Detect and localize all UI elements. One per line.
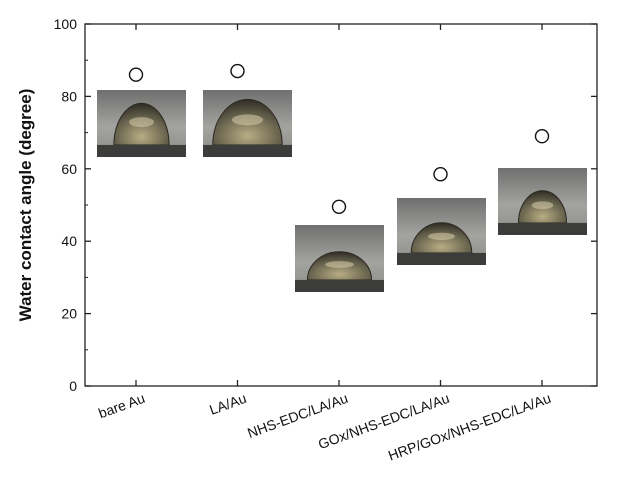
substrate (203, 144, 292, 157)
droplet-highlight (427, 232, 456, 240)
data-point (331, 199, 347, 215)
droplet-highlight (231, 114, 264, 126)
data-points (128, 63, 550, 215)
y-tick-label: 100 (54, 16, 78, 32)
y-tick-label: 40 (61, 233, 77, 249)
substrate (295, 279, 384, 292)
y-tick-label: 80 (61, 88, 77, 104)
droplet-highlight (325, 261, 354, 268)
droplet-photo (295, 225, 384, 292)
data-point (230, 63, 245, 79)
x-category-label: LA/Au (207, 390, 248, 418)
droplet-photo (397, 198, 486, 265)
droplet-insets (97, 90, 587, 292)
x-category-label: HRP/GOx/NHS-EDC/LA/Au (386, 390, 553, 464)
droplet-photo (498, 168, 587, 235)
data-point (534, 129, 550, 144)
droplet-highlight (129, 117, 154, 128)
y-axis-ticks: 0 20 40 60 80 100 (54, 16, 597, 394)
droplet-photo (97, 90, 186, 157)
data-point (433, 167, 448, 182)
droplet-highlight (531, 201, 554, 210)
droplet-photo (203, 90, 292, 157)
y-tick-label: 60 (61, 161, 77, 177)
x-category-label: bare Au (96, 390, 147, 422)
y-tick-label: 20 (61, 306, 77, 322)
data-point (128, 67, 144, 82)
substrate (97, 144, 186, 157)
y-tick-label: 0 (69, 378, 77, 394)
y-axis-label: Water contact angle (degree) (16, 89, 35, 322)
substrate (498, 222, 587, 235)
substrate (397, 252, 486, 265)
